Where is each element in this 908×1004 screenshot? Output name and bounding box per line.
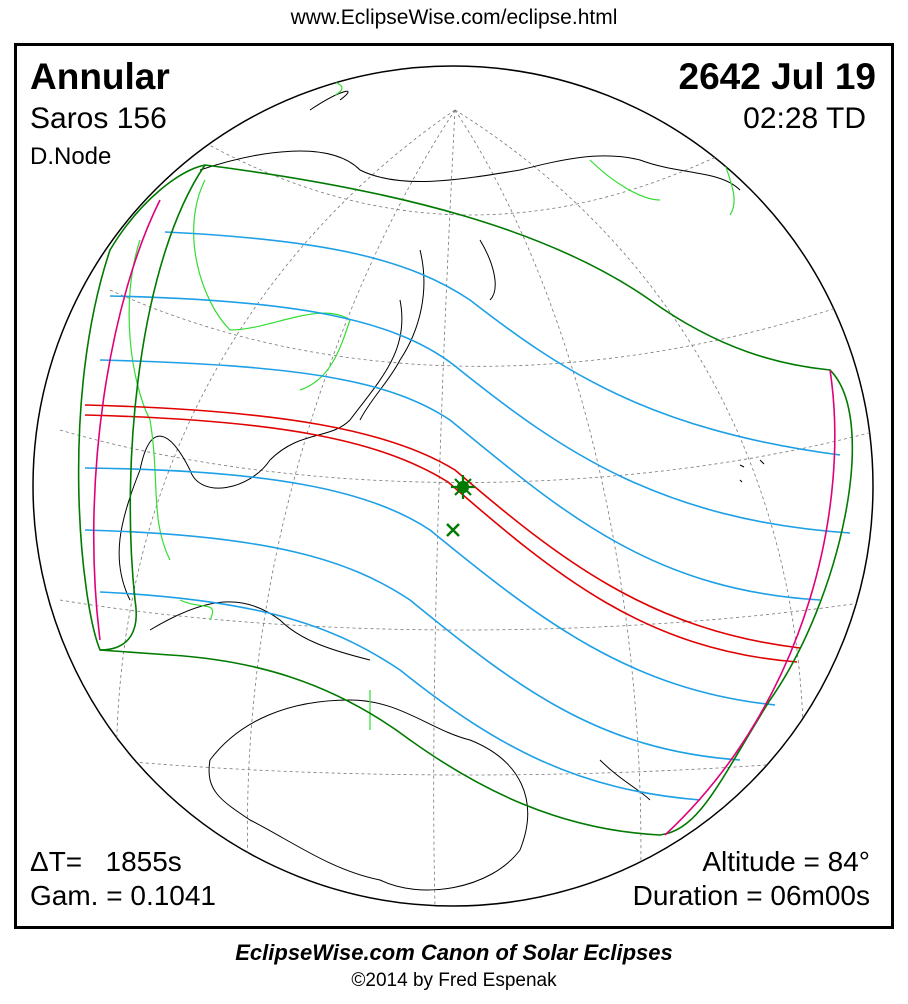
footer-copyright: ©2014 by Fred Espenak (351, 970, 557, 991)
central-duration: Duration = 06m00s (632, 880, 870, 911)
map-frame (14, 43, 894, 929)
node: D.Node (30, 143, 112, 170)
sun-altitude: Altitude = 84° (702, 846, 870, 877)
penumbra-limits (77, 164, 854, 836)
rise-set-curves (92, 199, 836, 836)
greatest-eclipse-star-icon (451, 475, 475, 499)
eclipse-time: 02:28 TD (743, 102, 866, 135)
delta-t: ΔT= 1855s (30, 846, 182, 877)
penumbral-magnitude-lines (84, 231, 851, 801)
eclipse-date: 2642 Jul 19 (678, 56, 876, 97)
eclipse-type: Annular (30, 56, 170, 97)
source-url: www.EclipseWise.com/eclipse.html (290, 6, 618, 29)
footer-title: EclipseWise.com Canon of Solar Eclipses (235, 940, 673, 965)
sub-solar-cross-icon (446, 523, 460, 537)
gamma: Gam. = 0.1041 (30, 880, 217, 911)
coastlines (118, 90, 765, 891)
saros-number: Saros 156 (30, 102, 167, 135)
central-path-limits (84, 404, 801, 663)
